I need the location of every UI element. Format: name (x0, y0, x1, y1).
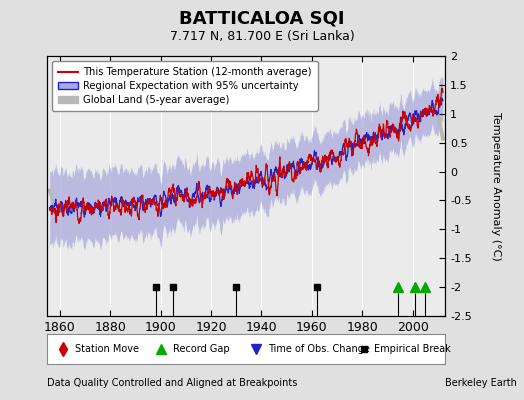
Text: Berkeley Earth: Berkeley Earth (445, 378, 517, 388)
Text: BATTICALOA SQI: BATTICALOA SQI (179, 10, 345, 28)
Text: Record Gap: Record Gap (172, 344, 229, 354)
Text: Empirical Break: Empirical Break (374, 344, 451, 354)
Text: 7.717 N, 81.700 E (Sri Lanka): 7.717 N, 81.700 E (Sri Lanka) (170, 30, 354, 43)
Text: Data Quality Controlled and Aligned at Breakpoints: Data Quality Controlled and Aligned at B… (47, 378, 298, 388)
Legend: This Temperature Station (12-month average), Regional Expectation with 95% uncer: This Temperature Station (12-month avera… (52, 61, 318, 111)
Text: Station Move: Station Move (75, 344, 139, 354)
Text: Time of Obs. Change: Time of Obs. Change (268, 344, 370, 354)
Y-axis label: Temperature Anomaly (°C): Temperature Anomaly (°C) (492, 112, 501, 260)
